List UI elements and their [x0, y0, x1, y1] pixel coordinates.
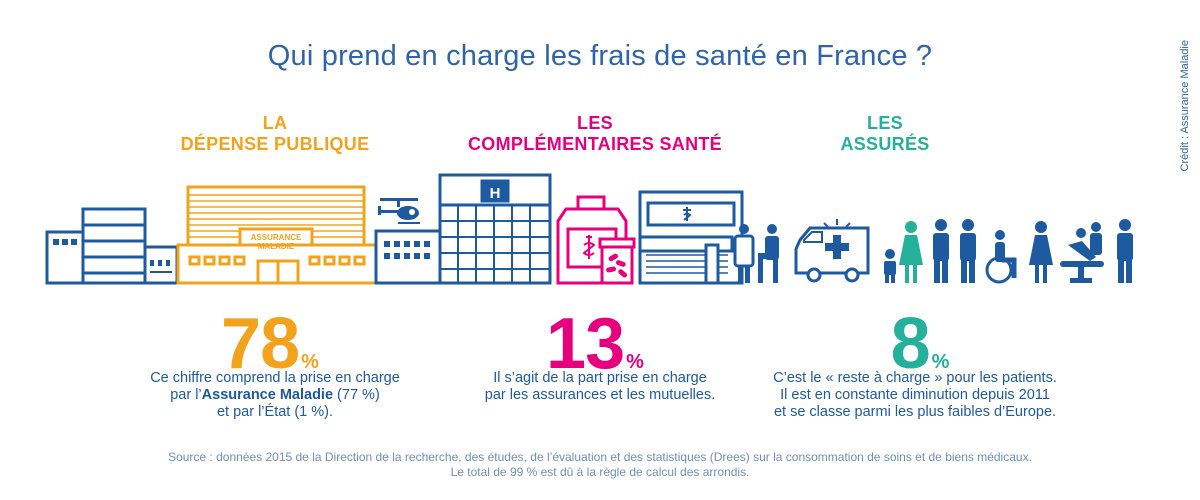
- building-sign-line2: MALADIE: [258, 242, 295, 251]
- helicopter-icon: [378, 198, 420, 224]
- category-public-spending: LA DÉPENSE PUBLIQUE: [165, 113, 385, 155]
- woman-icon: [899, 221, 923, 283]
- stat-description: Il s’agit de la part prise en charge par…: [455, 370, 745, 404]
- desc-line: Ce chiffre comprend la prise en charge: [150, 370, 400, 386]
- stat-value: 78: [221, 304, 300, 384]
- desc-line: Il est en constante diminution depuis 20…: [780, 387, 1050, 403]
- hospital-icon: [438, 173, 552, 285]
- desc-line: par les assurances et les mutuelles.: [484, 387, 716, 403]
- category-insured: LES ASSURÉS: [830, 113, 940, 155]
- building-sign-line1: ASSURANCE: [251, 233, 302, 242]
- category-line2: DÉPENSE PUBLIQUE: [180, 134, 370, 154]
- page-title: Qui prend en charge les frais de santé e…: [267, 40, 933, 72]
- desc-line: et se classe parmi les plus faibles d’Eu…: [773, 404, 1057, 420]
- office-building-icon: [45, 207, 179, 285]
- source-note: Source : données 2015 de la Direction de…: [0, 450, 1200, 480]
- stat-unit: %: [626, 351, 644, 373]
- doctor-icon: [733, 224, 779, 283]
- desc-line: C’est le « reste à charge » pour les pat…: [773, 370, 1057, 386]
- ambulance-icon: [794, 219, 870, 283]
- category-line2: ASSURÉS: [840, 134, 930, 154]
- stat-insured: 8%: [860, 308, 980, 380]
- dentist-chair-icon: [1060, 222, 1104, 283]
- woman-icon: [1029, 221, 1053, 283]
- category-line1: LA: [262, 113, 288, 133]
- man-icon: [933, 219, 976, 283]
- stat-complementary-health: 13%: [530, 308, 660, 380]
- source-line: Le total de 99 % est dû à la règle de ca…: [450, 465, 750, 479]
- desc-line: par l’Assurance Maladie (77 %): [170, 387, 380, 403]
- category-line2: COMPLÉMENTAIRES SANTÉ: [468, 134, 722, 154]
- wheelchair-icon: [985, 230, 1017, 284]
- photo-credit: Crédit : Assurance Maladie: [1179, 40, 1191, 172]
- category-complementary-health: LES COMPLÉMENTAIRES SANTÉ: [440, 113, 750, 155]
- small-clinic-icon: [374, 229, 442, 285]
- stat-value: 13: [546, 304, 625, 384]
- assurance-maladie-emphasis: Assurance Maladie: [201, 387, 334, 403]
- pill-jar-icon: [598, 237, 636, 285]
- desc-line: et par l’État (1 %).: [216, 404, 334, 420]
- desc-line: Il s’agit de la part prise en charge: [493, 370, 707, 386]
- stat-public-spending: 78%: [195, 308, 345, 380]
- child-icon: [884, 249, 896, 283]
- category-line1: LES: [867, 113, 903, 133]
- source-line: Source : données 2015 de la Direction de…: [168, 450, 1032, 464]
- category-line1: LES: [577, 113, 613, 133]
- assurance-maladie-building-icon: [176, 185, 378, 285]
- stat-unit: %: [931, 351, 950, 373]
- hospital-letter: H: [490, 185, 501, 202]
- pharmacy-icon: [638, 190, 744, 285]
- illustration-scene: ASSURANCE MALADIE: [45, 173, 1133, 285]
- stat-description: C’est le « reste à charge » pour les pat…: [750, 370, 1080, 421]
- stat-unit: %: [301, 351, 319, 373]
- stat-value: 8: [890, 304, 931, 384]
- man-icon: [1117, 219, 1133, 283]
- stat-description: Ce chiffre comprend la prise en charge p…: [125, 370, 425, 421]
